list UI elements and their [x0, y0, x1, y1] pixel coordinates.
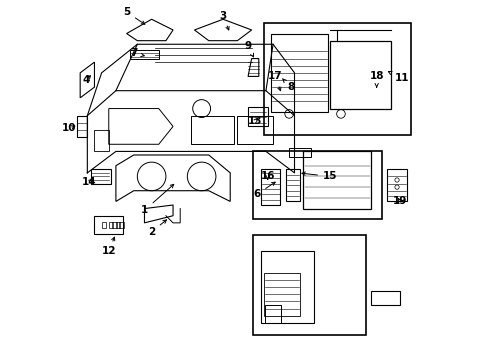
Text: 16: 16 [260, 171, 274, 181]
Text: 9: 9 [244, 41, 253, 57]
Bar [260, 169, 280, 205]
Bar [370, 291, 399, 305]
Text: 7: 7 [130, 48, 144, 58]
Text: 5: 5 [123, 7, 144, 24]
Bar [116, 222, 120, 228]
Bar [260, 251, 313, 323]
Bar [329, 41, 390, 109]
Text: 1: 1 [141, 184, 173, 215]
Bar [237, 116, 272, 144]
Bar [112, 222, 116, 228]
Bar [190, 116, 233, 144]
Text: 19: 19 [392, 197, 406, 206]
Bar [271, 33, 328, 112]
Bar [264, 23, 410, 135]
Text: 12: 12 [102, 237, 116, 256]
Bar [119, 222, 123, 228]
Text: 3: 3 [219, 11, 228, 30]
Bar [303, 152, 370, 208]
Text: 2: 2 [148, 220, 166, 237]
Text: 14: 14 [81, 177, 96, 187]
Bar [94, 216, 123, 234]
Bar [253, 152, 381, 219]
Text: 11: 11 [387, 72, 408, 83]
Bar [288, 148, 310, 157]
Text: 15: 15 [301, 171, 337, 181]
Bar [264, 305, 281, 323]
Text: 6: 6 [253, 182, 275, 199]
Bar [253, 235, 365, 336]
Text: 13: 13 [247, 116, 262, 126]
Bar [386, 169, 406, 202]
Bar [91, 169, 110, 184]
Text: 17: 17 [267, 71, 282, 91]
Bar [264, 273, 299, 316]
Bar [94, 130, 108, 152]
Bar [108, 222, 113, 228]
Bar [102, 222, 106, 228]
Text: 8: 8 [282, 79, 294, 92]
Text: 18: 18 [368, 71, 383, 87]
Bar [285, 169, 299, 202]
Text: 4: 4 [83, 75, 90, 85]
Bar [130, 50, 159, 59]
Bar [247, 107, 267, 126]
Text: 10: 10 [62, 123, 77, 133]
